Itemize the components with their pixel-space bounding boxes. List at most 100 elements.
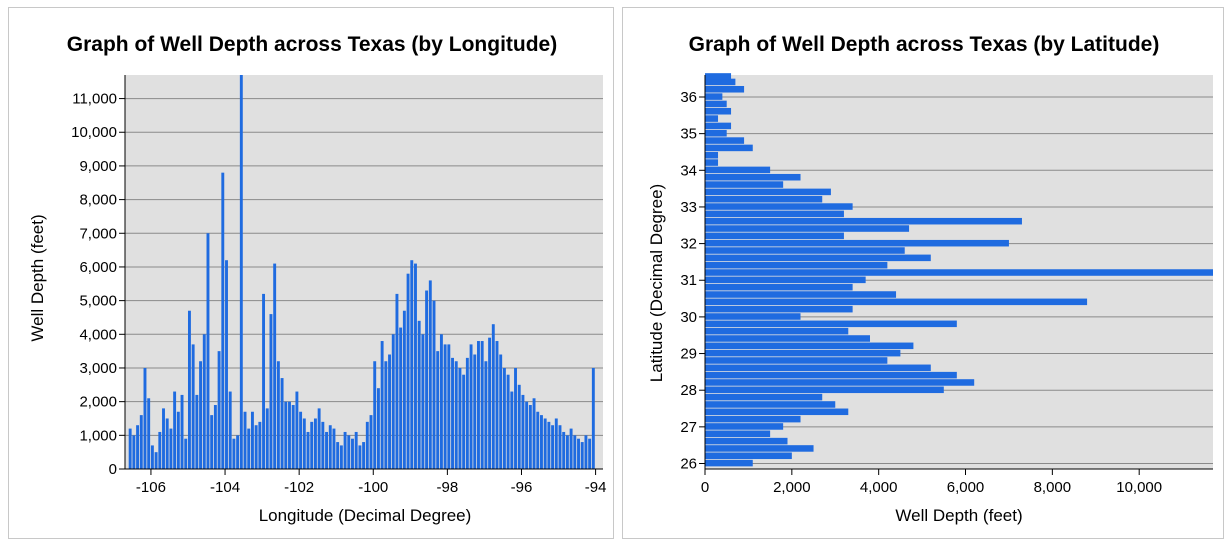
bar [454, 361, 458, 469]
bar [195, 394, 199, 469]
bar [705, 93, 723, 100]
bar [417, 320, 421, 469]
bar [339, 445, 343, 469]
bar [525, 401, 529, 469]
bar [465, 357, 469, 469]
bar [347, 435, 351, 469]
bar [573, 435, 577, 469]
bar [705, 85, 745, 93]
bar [191, 344, 195, 469]
y-tick-label: 8,000 [79, 192, 117, 209]
bar [705, 122, 732, 130]
x-tick-label: -104 [210, 479, 240, 496]
bar [280, 378, 284, 469]
bar [705, 327, 849, 335]
x-tick-label: -100 [358, 479, 388, 496]
bar [705, 408, 849, 416]
bar [705, 181, 784, 188]
bar [154, 452, 158, 469]
bar [705, 313, 801, 320]
bar [473, 354, 477, 469]
bar [488, 337, 492, 469]
bar [128, 428, 132, 469]
y-axis-label: Latitude (Decimal Degree) [647, 184, 666, 382]
bar [499, 354, 503, 469]
bar [569, 428, 573, 469]
bar [273, 263, 277, 469]
bar [502, 367, 506, 469]
bar [202, 334, 206, 469]
bar [162, 408, 165, 469]
bar [328, 425, 332, 469]
bar [705, 379, 975, 386]
bar [147, 398, 151, 469]
bar [536, 411, 540, 469]
x-axis-label: Well Depth (feet) [895, 506, 1022, 525]
x-tick-label: -102 [284, 479, 314, 496]
bar [428, 280, 432, 469]
bar [458, 367, 462, 469]
bar [136, 425, 140, 469]
bar [391, 334, 395, 469]
bar [705, 239, 1009, 247]
bar [243, 411, 247, 469]
bar [577, 438, 580, 469]
bar [705, 276, 866, 284]
bar [554, 418, 558, 469]
bar [432, 300, 436, 469]
bar [269, 314, 273, 469]
bar [705, 291, 897, 298]
bar [551, 425, 555, 469]
x-tick-label: 6,000 [947, 479, 985, 496]
bar [247, 428, 251, 469]
y-tick-label: 3,000 [79, 360, 117, 377]
bar [399, 327, 403, 469]
bar [291, 405, 295, 469]
latitude-chart: Graph of Well Depth across Texas (by Lat… [647, 33, 1213, 525]
bar [562, 431, 566, 469]
bar [199, 361, 203, 469]
bar [462, 374, 466, 469]
y-tick-label: 7,000 [79, 225, 117, 242]
bar [213, 405, 217, 469]
bar [180, 394, 184, 469]
bar [705, 335, 870, 342]
y-tick-label: 5,000 [79, 293, 117, 310]
y-tick-label: 6,000 [79, 259, 117, 276]
bar [143, 367, 147, 469]
bar [705, 298, 1088, 306]
bar [495, 341, 499, 469]
bar [705, 283, 853, 291]
bar [705, 459, 753, 467]
bar [705, 437, 788, 445]
bar [705, 107, 732, 115]
bar [705, 261, 888, 269]
bar [376, 388, 380, 469]
y-tick-label: 33 [680, 199, 697, 216]
bar [351, 438, 354, 469]
bar [302, 418, 306, 469]
y-tick-label: 10,000 [71, 124, 117, 141]
x-tick-label: -96 [511, 479, 533, 496]
bar [705, 320, 957, 328]
bar [221, 172, 225, 469]
bar [365, 421, 369, 469]
bar [436, 351, 440, 469]
bar [414, 263, 417, 469]
bar [276, 361, 280, 469]
y-tick-label: 36 [680, 89, 697, 106]
x-tick-label: -106 [136, 479, 166, 496]
bar [705, 129, 727, 137]
bar [705, 371, 957, 379]
bar [132, 435, 136, 469]
bar [254, 425, 258, 469]
x-tick-label: -94 [585, 479, 607, 496]
bar [239, 75, 243, 469]
chart-title: Graph of Well Depth across Texas (by Lon… [67, 33, 557, 56]
chart-panel-latitude: Graph of Well Depth across Texas (by Lat… [622, 7, 1224, 539]
x-tick-label: 0 [701, 479, 709, 496]
bar [288, 401, 291, 469]
bar [447, 344, 451, 469]
chart-title: Graph of Well Depth across Texas (by Lat… [689, 33, 1160, 56]
bar [705, 100, 727, 108]
